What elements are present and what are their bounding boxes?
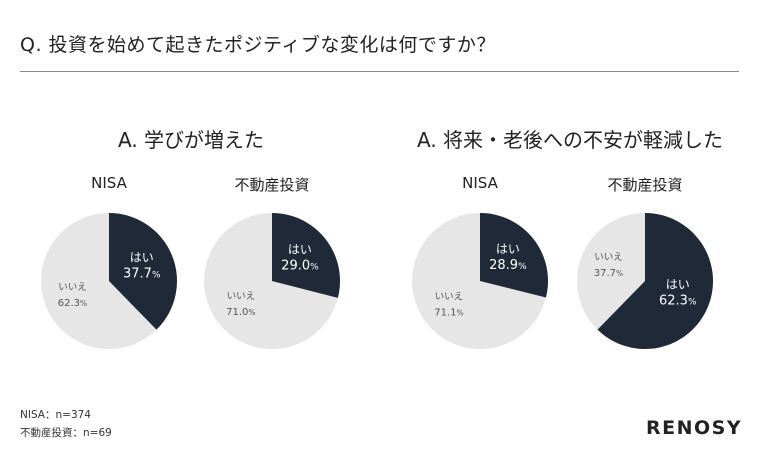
slice-name-yes: はい — [288, 242, 312, 256]
pie-label-nisa-1: NISA — [91, 174, 127, 192]
slice-name-no: いいえ — [227, 291, 256, 302]
answer-title-anxiety: A. 将来・老後への不安が軽減した — [417, 128, 724, 152]
pie-label-nisa-2: NISA — [462, 174, 498, 192]
slice-name-no: いいえ — [594, 252, 623, 263]
slice-value-no: 62.3% — [58, 298, 87, 309]
slice-name-yes: はい — [666, 277, 690, 291]
pie-slice-yes — [109, 213, 177, 330]
pie-slice-yes — [480, 213, 548, 298]
slice-value-yes: 28.9% — [489, 258, 527, 273]
pie-label-realestate-2: 不動産投資 — [607, 176, 683, 194]
divider — [20, 71, 739, 72]
slice-value-no: 71.0% — [226, 307, 255, 318]
question-title: Q. 投資を始めて起きたポジティブな変化は何ですか？ — [20, 34, 496, 56]
slice-value-no: 71.1% — [434, 307, 463, 318]
slice-value-yes: 62.3% — [659, 293, 697, 308]
answer-title-learning: A. 学びが増えた — [118, 128, 265, 152]
slice-value-yes: 29.0% — [281, 258, 319, 273]
slice-name-yes: はい — [130, 251, 154, 265]
renosy-logo: RENOSY — [646, 417, 743, 439]
slice-value-no: 37.7% — [594, 268, 623, 279]
slice-value-yes: 37.7% — [123, 267, 161, 282]
pie-slice-yes — [597, 213, 713, 349]
sample-size-realestate: 不動産投資：n=69 — [20, 427, 112, 439]
pie-slice-yes — [272, 213, 340, 298]
slice-name-no: いいえ — [435, 291, 464, 302]
sample-size-nisa: NISA：n=374 — [20, 409, 91, 421]
slice-name-no: いいえ — [58, 282, 87, 293]
slice-name-yes: はい — [496, 242, 520, 256]
pie-label-realestate-1: 不動産投資 — [234, 176, 310, 194]
